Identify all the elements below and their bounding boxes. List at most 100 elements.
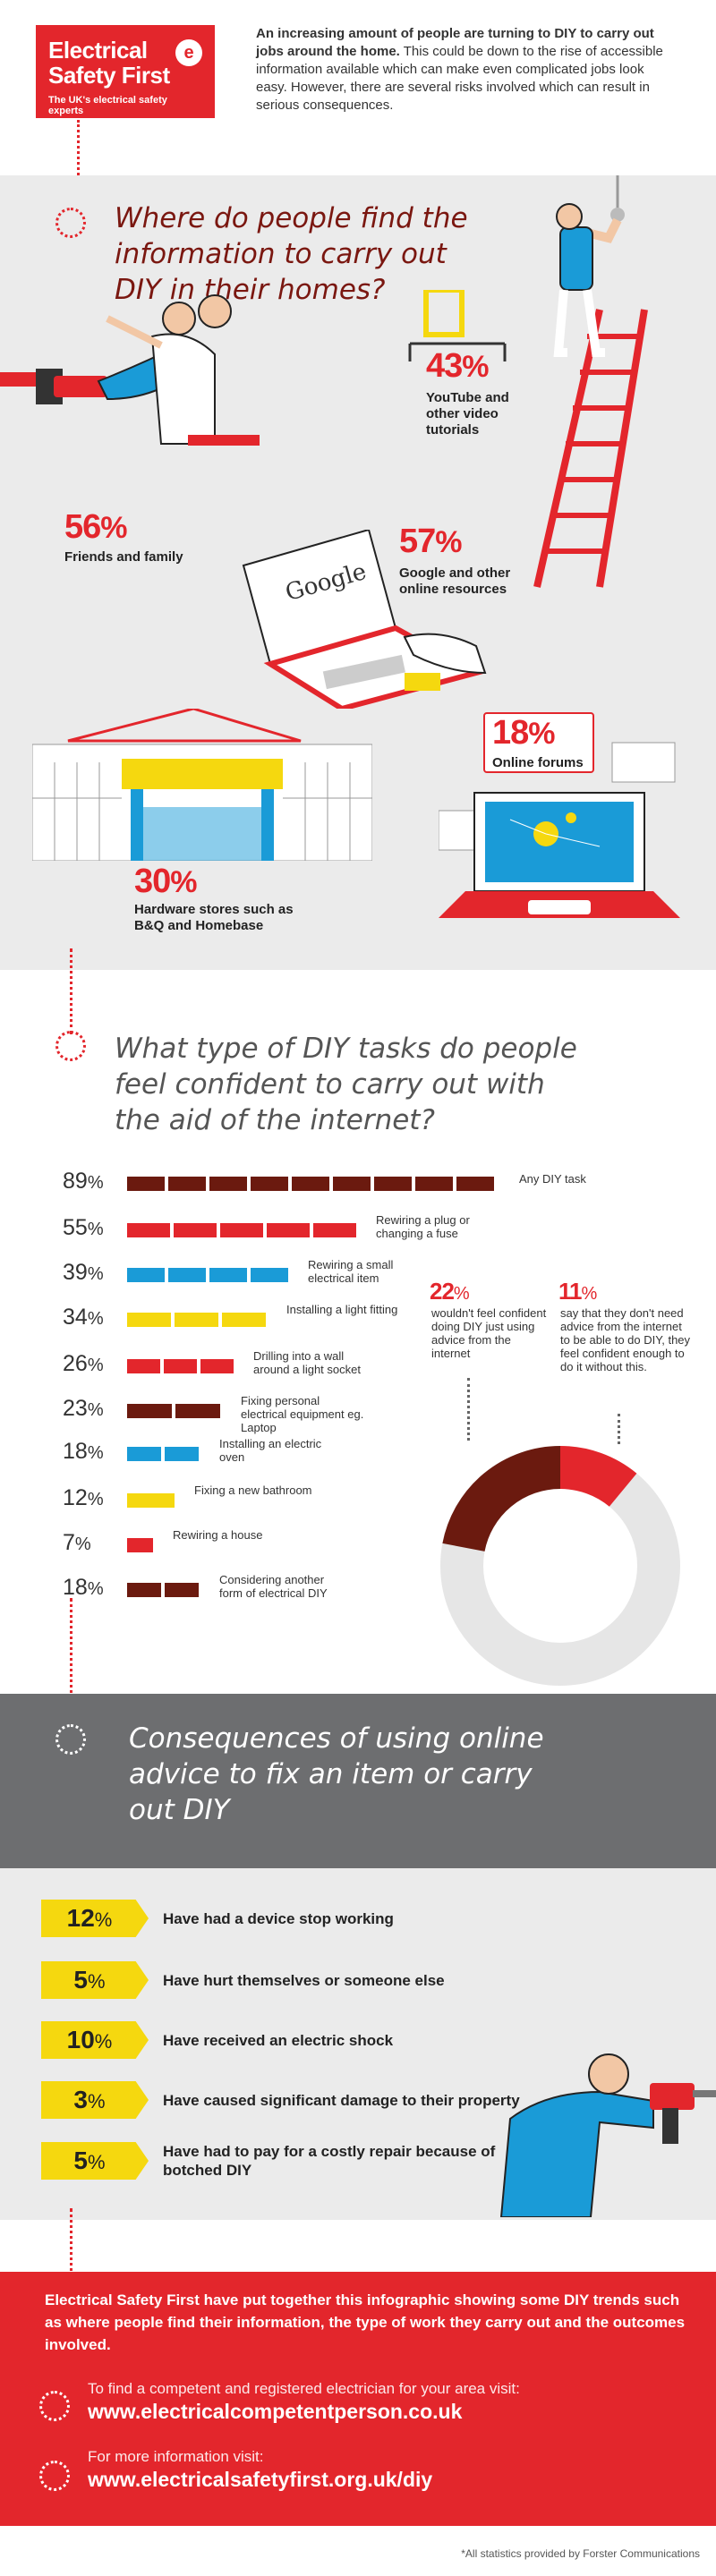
bar-segment	[174, 1223, 217, 1237]
man-drilling-illustration	[499, 2053, 716, 2217]
brand-logo: Electrical Safety First The UK's electri…	[36, 25, 215, 118]
consequence-row: 3% Have caused significant damage to thei…	[41, 2081, 668, 2119]
visit-label: For more information visit:	[88, 2448, 264, 2465]
bar-segment	[127, 1583, 161, 1597]
intro-bold: An increasing amount of people are turni…	[256, 26, 654, 59]
footer-section	[0, 2272, 716, 2526]
consequence-text: Have caused significant damage to their …	[163, 2091, 520, 2109]
intro-text: An increasing amount of people are turni…	[256, 25, 677, 115]
competent-person-link[interactable]: www.electricalcompetentperson.co.uk	[88, 2400, 463, 2423]
bar-segment	[415, 1177, 453, 1191]
section-ring-icon	[39, 2391, 70, 2421]
bar-segment	[222, 1313, 266, 1327]
bar-segment	[267, 1223, 310, 1237]
consequence-pct-tag: 10%	[41, 2021, 149, 2059]
donut-leader	[618, 1414, 620, 1444]
bar-segment	[165, 1583, 199, 1597]
bar-segment	[127, 1404, 172, 1418]
consequence-pct-tag: 12%	[41, 1900, 149, 1937]
bar-segment	[127, 1493, 175, 1508]
task-value: 7%	[63, 1530, 91, 1555]
forums-laptop-illustration	[439, 742, 680, 918]
picture-frame-illustration	[408, 290, 507, 361]
esf-diy-link[interactable]: www.electricalsafetyfirst.org.uk/diy	[88, 2468, 433, 2491]
consequence-text: Have received an electric shock	[163, 2031, 394, 2049]
bar-segment	[313, 1223, 356, 1237]
task-row: 89% Any DIY task	[63, 1169, 586, 1195]
laptop-google-illustration	[242, 530, 487, 709]
task-value: 55%	[63, 1215, 104, 1240]
task-value: 26%	[63, 1351, 104, 1376]
source-caption: Hardware stores such as B&Q and Homebase	[134, 902, 294, 933]
task-value: 23%	[63, 1396, 104, 1421]
couple-drilling-illustration	[0, 294, 260, 446]
consequences-heading: Consequences of using online advice to f…	[129, 1722, 544, 1826]
source-caption: Online forums	[492, 755, 584, 770]
bar-segment	[456, 1177, 494, 1191]
bar-segment	[333, 1177, 371, 1191]
bar-segment	[165, 1447, 199, 1461]
brand-line2: Safety First	[48, 62, 170, 89]
visit-label: To find a competent and registered elect…	[88, 2380, 520, 2397]
section-ring-icon	[55, 1724, 86, 1755]
task-value: 39%	[63, 1260, 104, 1285]
intro-rest: This could be down to the rise of access…	[256, 44, 663, 113]
task-label: Installing a light fitting	[286, 1303, 398, 1316]
task-label: Rewiring a plug or changing a fuse	[376, 1213, 470, 1240]
task-bar	[127, 1583, 202, 1597]
connector-line	[70, 1598, 72, 1732]
task-bar	[127, 1493, 178, 1508]
task-bar	[127, 1538, 157, 1552]
task-row: 55% Rewiring a plug or changing a fuse	[63, 1213, 564, 1242]
bar-segment	[127, 1268, 165, 1282]
visit-block: For more information visit: www.electric…	[88, 2448, 432, 2492]
task-label: Fixing personal electrical equipment eg.…	[241, 1394, 364, 1434]
hardware-store-illustration	[32, 709, 372, 861]
forums-callout: 18% Online forums	[483, 712, 594, 773]
task-value: 34%	[63, 1305, 104, 1330]
task-label: Drilling into a wall around a light sock…	[253, 1349, 361, 1376]
task-row: 12% Fixing a new bathroom	[63, 1484, 564, 1512]
task-label: Considering another form of electrical D…	[219, 1573, 328, 1600]
connector-line	[70, 2208, 72, 2289]
source-pct: 56	[64, 508, 101, 546]
consequence-text: Have hurt themselves or someone else	[163, 1971, 445, 1989]
donut-caption: say that they don't need advice from the…	[560, 1306, 691, 1373]
task-label: Installing an electric oven	[219, 1437, 322, 1464]
task-bar	[127, 1313, 269, 1327]
bar-segment	[209, 1268, 247, 1282]
stats-note: *All statistics provided by Forster Comm…	[461, 2547, 700, 2560]
task-label: Fixing a new bathroom	[194, 1484, 312, 1497]
bar-segment	[175, 1313, 218, 1327]
brand-line1: Electrical	[48, 37, 148, 64]
task-row: 34% Installing a light fitting	[63, 1303, 564, 1331]
consequence-pct-tag: 5%	[41, 1961, 149, 1999]
donut-slice	[559, 1446, 637, 1508]
consequence-row: 10% Have received an electric shock	[41, 2021, 668, 2059]
task-bar	[127, 1268, 292, 1282]
bar-segment	[127, 1447, 161, 1461]
footer-text: Electrical Safety First have put togethe…	[45, 2291, 686, 2353]
donut-pct: 11	[558, 1278, 582, 1305]
bar-segment	[292, 1177, 329, 1191]
bar-segment	[127, 1359, 160, 1373]
bar-segment	[374, 1177, 412, 1191]
donut-caption: wouldn't feel confident doing DIY just u…	[431, 1306, 547, 1360]
task-label: Rewiring a house	[173, 1528, 263, 1542]
consequence-row: 5% Have hurt themselves or someone else	[41, 1961, 668, 1999]
task-value: 18%	[63, 1439, 104, 1464]
consequence-row: 12% Have had a device stop working	[41, 1900, 668, 1937]
consequence-pct-tag: 5%	[41, 2142, 149, 2180]
bar-segment	[220, 1223, 263, 1237]
bar-segment	[175, 1404, 220, 1418]
task-row: 39% Rewiring a small electrical item	[63, 1258, 564, 1287]
task-row: 23% Fixing personal electrical equipment …	[63, 1394, 564, 1434]
confidence-donut-chart	[440, 1446, 680, 1686]
source-pct: 30	[134, 863, 171, 900]
consequence-text: Have had a device stop working	[163, 1909, 394, 1927]
bar-segment	[168, 1177, 206, 1191]
bar-segment	[168, 1268, 206, 1282]
donut-slice	[442, 1446, 561, 1552]
task-label: Rewiring a small electrical item	[308, 1258, 394, 1285]
consequence-text: Have had to pay for a costly repair beca…	[163, 2143, 496, 2179]
